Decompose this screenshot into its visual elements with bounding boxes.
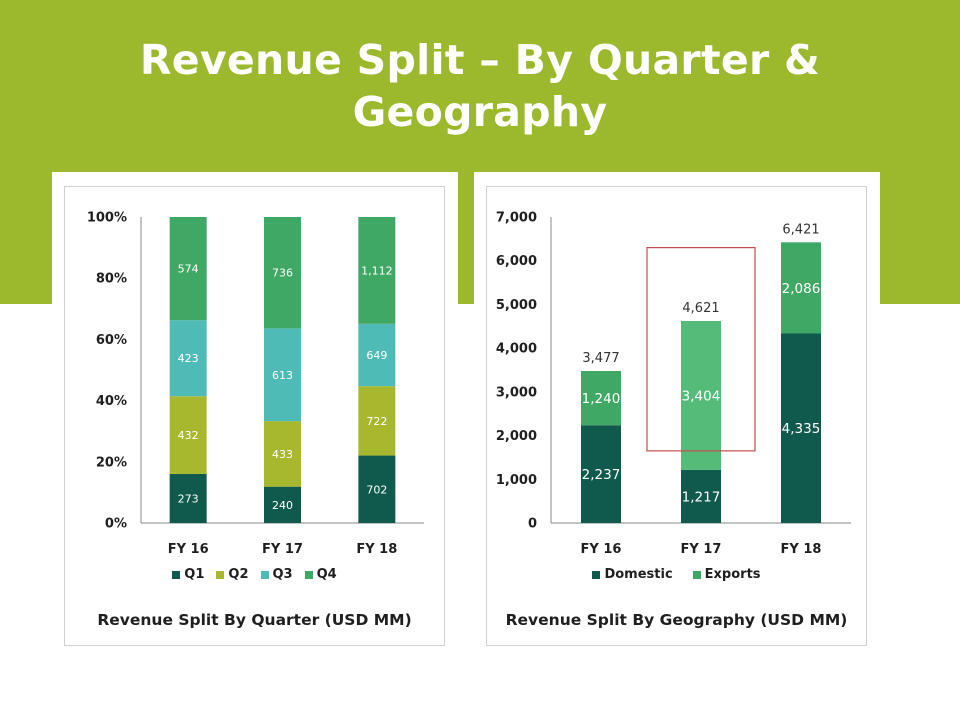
- quarter-chart-panel: 0% 20% 40% 60% 80% 100% 273 432 423 574 FY 16 240 43…: [64, 186, 445, 646]
- geography-total-label-fy-18: 6,421: [782, 222, 819, 237]
- geography-chart-panel: 0 1,000 2,000 3,000 4,000 5,000 6,000 7,000 2,23…: [486, 186, 867, 646]
- legend-swatch-q3: [260, 570, 269, 579]
- quarter-bar-q2-fy-16: [169, 396, 207, 474]
- geography-highlight-box: [646, 246, 756, 452]
- legend-swatch-exports: [692, 570, 701, 579]
- geography-data-label-exports-fy-16: 1,240: [582, 391, 621, 407]
- slide-title-line-2: Geography: [352, 88, 608, 136]
- quarter-data-label-q3-fy-16: 423: [178, 352, 199, 365]
- quarter-bar-q4-fy-16: [169, 217, 207, 321]
- legend-label-q3: Q3: [272, 567, 293, 582]
- legend-swatch-q1: [172, 570, 181, 579]
- geography-chart-title: Revenue Split By Geography (USD MM): [505, 611, 848, 629]
- geography-bar-exports-fy-17: [681, 320, 721, 470]
- geography-x-tick-label: FY 18: [781, 542, 822, 557]
- quarter-chart-legend: Q1 Q2 Q3 Q4: [65, 567, 444, 582]
- geography-y-tick-label: 3,000: [496, 385, 537, 400]
- legend-item-q3: Q3: [260, 567, 293, 582]
- geography-chart: 0 1,000 2,000 3,000 4,000 5,000 6,000 7,000 2,23…: [496, 211, 851, 557]
- quarter-data-label-q2-fy-16: 432: [178, 429, 199, 442]
- geography-y-tick-label: 7,000: [496, 211, 537, 226]
- quarter-bar-q1-fy-16: [169, 473, 207, 523]
- quarter-data-label-q1-fy-18: 702: [366, 483, 387, 496]
- quarter-x-tick-label: FY 18: [356, 542, 397, 557]
- quarter-bar-q3-fy-16: [169, 320, 207, 397]
- geography-data-label-domestic-fy-16: 2,237: [582, 467, 621, 483]
- legend-label-q4: Q4: [316, 567, 337, 582]
- geography-y-tick-label: 4,000: [496, 342, 537, 357]
- quarter-bar-q2-fy-17: [264, 421, 301, 487]
- geography-data-label-exports-fy-17: 3,404: [682, 388, 721, 404]
- quarter-x-tick-label: FY 17: [262, 542, 303, 557]
- quarter-x-tick-label: FY 16: [168, 542, 209, 557]
- quarter-bar-q3-fy-17: [264, 328, 301, 422]
- legend-item-domestic: Domestic: [592, 567, 673, 582]
- quarter-y-tick-label: 60%: [96, 333, 127, 348]
- quarter-data-label-q4-fy-18: 1,112: [361, 264, 393, 277]
- geography-bar-exports-fy-16: [581, 371, 621, 426]
- quarter-chart: 0% 20% 40% 60% 80% 100% 273 432 423 574 FY 16 240 43…: [87, 211, 424, 557]
- quarter-bar-q3-fy-18: [358, 323, 396, 387]
- quarter-data-label-q1-fy-17: 240: [272, 499, 293, 512]
- geography-bar-domestic-fy-18: [781, 333, 821, 523]
- geography-data-label-domestic-fy-18: 4,335: [782, 421, 821, 437]
- geography-x-tick-label: FY 16: [581, 542, 622, 557]
- quarter-data-label-q2-fy-18: 722: [366, 415, 387, 428]
- geography-y-tick-label: 0: [528, 517, 537, 532]
- quarter-bar-q1-fy-17: [264, 486, 301, 523]
- legend-item-exports: Exports: [692, 567, 761, 582]
- quarter-chart-title: Revenue Split By Quarter (USD MM): [97, 611, 412, 629]
- quarter-data-label-q4-fy-17: 736: [272, 267, 293, 280]
- geography-x-tick-label: FY 17: [681, 542, 722, 557]
- legend-label-exports: Exports: [704, 567, 761, 582]
- legend-swatch-q4: [304, 570, 313, 579]
- legend-item-q2: Q2: [216, 567, 249, 582]
- geography-chart-legend: Domestic Exports: [487, 567, 866, 582]
- quarter-data-label-q3-fy-18: 649: [366, 349, 387, 362]
- geography-bar-exports-fy-18: [781, 242, 821, 334]
- legend-swatch-q2: [216, 570, 225, 579]
- legend-label-domestic: Domestic: [604, 567, 673, 582]
- geography-total-label-fy-16: 3,477: [582, 351, 619, 366]
- quarter-bar-q4-fy-17: [264, 217, 301, 329]
- legend-label-q1: Q1: [184, 567, 205, 582]
- quarter-y-tick-label: 80%: [96, 272, 127, 287]
- quarter-data-label-q1-fy-16: 273: [178, 492, 199, 505]
- quarter-data-label-q2-fy-17: 433: [272, 448, 293, 461]
- quarter-bar-q2-fy-18: [358, 386, 396, 456]
- slide-title-line-1: Revenue Split – By Quarter &: [139, 36, 821, 84]
- slide-title: Revenue Split – By Quarter & Geography: [60, 34, 900, 138]
- legend-swatch-domestic: [592, 570, 601, 579]
- side-band-right: [880, 172, 960, 304]
- geography-data-label-exports-fy-18: 2,086: [782, 281, 821, 297]
- legend-item-q4: Q4: [304, 567, 337, 582]
- header-band: [0, 0, 960, 172]
- side-band-left: [0, 172, 52, 304]
- geography-bar-domestic-fy-16: [581, 425, 621, 523]
- quarter-bar-q1-fy-18: [358, 455, 396, 523]
- legend-item-q1: Q1: [172, 567, 204, 582]
- geography-bar-domestic-fy-17: [681, 469, 721, 523]
- geography-y-tick-label: 6,000: [496, 254, 537, 269]
- legend-label-q2: Q2: [228, 567, 249, 582]
- quarter-data-label-q3-fy-17: 613: [272, 369, 293, 382]
- geography-y-tick-label: 1,000: [496, 473, 537, 488]
- geography-data-label-domestic-fy-17: 1,217: [682, 489, 721, 505]
- geography-y-tick-label: 2,000: [496, 429, 537, 444]
- quarter-y-tick-label: 20%: [96, 455, 127, 470]
- quarter-y-tick-label: 40%: [96, 394, 127, 409]
- quarter-data-label-q4-fy-16: 574: [178, 263, 199, 276]
- side-band-middle: [458, 172, 474, 304]
- geography-total-label-fy-17: 4,621: [682, 301, 719, 316]
- quarter-y-tick-label: 100%: [87, 211, 127, 226]
- quarter-bar-q4-fy-18: [358, 217, 396, 324]
- geography-y-tick-label: 5,000: [496, 298, 537, 313]
- quarter-y-tick-label: 0%: [105, 517, 127, 532]
